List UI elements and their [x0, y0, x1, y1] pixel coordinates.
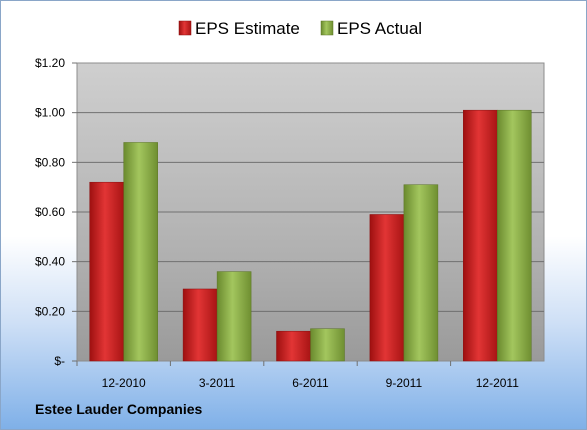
- bar-actual-12-2011: [497, 109, 532, 362]
- x-tick-label: 12-2010: [102, 376, 146, 390]
- x-tick-label: 9-2011: [386, 376, 423, 390]
- x-axis-ticks: 12-2010 3-2011 6-2011 9-2011 12-2011: [76, 361, 519, 390]
- y-tick-label: $1.20: [35, 56, 65, 70]
- x-tick-label: 6-2011: [292, 376, 329, 390]
- bar-estimate-6-2011: [276, 330, 311, 362]
- bar-estimate-3-2011: [182, 288, 218, 362]
- y-tick-label: $-: [54, 354, 65, 368]
- legend-swatch: [178, 20, 192, 36]
- y-tick-label: $0.20: [35, 304, 65, 318]
- bar-estimate-12-2010: [89, 181, 124, 362]
- legend-swatch: [320, 20, 334, 36]
- legend-label: EPS Actual: [337, 19, 422, 38]
- legend-label: EPS Estimate: [195, 19, 300, 38]
- bar-actual-3-2011: [216, 271, 252, 362]
- company-name: Estee Lauder Companies: [35, 401, 203, 417]
- y-tick-label: $0.40: [35, 255, 65, 269]
- legend: EPS Estimate EPS Actual: [178, 19, 422, 38]
- y-tick-label: $0.80: [35, 155, 65, 169]
- bar-estimate-12-2011: [463, 109, 498, 362]
- y-tick-label: $1.00: [35, 106, 65, 120]
- x-tick-label: 12-2011: [476, 376, 519, 390]
- bar-estimate-9-2011: [369, 214, 405, 362]
- x-tick-label: 3-2011: [199, 376, 236, 390]
- bar-actual-6-2011: [310, 328, 345, 362]
- bar-actual-12-2010: [123, 142, 158, 362]
- bars: [89, 109, 532, 362]
- bar-actual-9-2011: [403, 184, 439, 362]
- y-tick-label: $0.60: [35, 205, 65, 219]
- y-axis-ticks: $- $0.20 $0.40 $0.60 $0.80 $1.00 $1.20: [35, 56, 77, 368]
